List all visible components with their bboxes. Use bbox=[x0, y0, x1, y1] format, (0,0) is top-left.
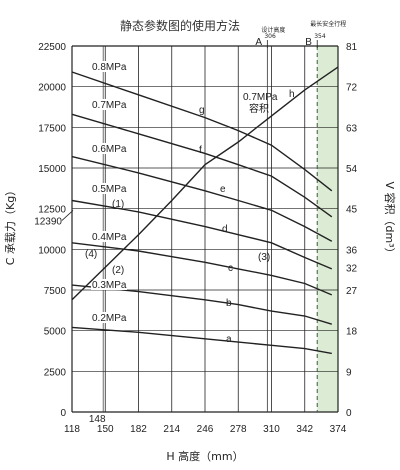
series-line-d bbox=[71, 199, 333, 270]
marker-1: (1) bbox=[112, 199, 124, 210]
curve-label-c: c bbox=[228, 263, 233, 274]
curve-label-a: a bbox=[226, 334, 232, 345]
x-tick-label: 374 bbox=[330, 424, 347, 435]
curve-label-b: b bbox=[226, 298, 232, 309]
series-line-g bbox=[71, 71, 333, 192]
y-right-axis-label: V 容积（dm³） bbox=[383, 181, 397, 258]
max-stroke-value: 354 bbox=[314, 33, 326, 40]
curve-label-f: f bbox=[199, 145, 202, 156]
design-height-value: 306 bbox=[264, 33, 276, 40]
y-right-tick-label: 45 bbox=[346, 205, 358, 216]
series-name-bg bbox=[91, 183, 127, 194]
series-name-e: 0.6MPa bbox=[92, 144, 127, 155]
series-line-f bbox=[71, 113, 333, 218]
series-name-h: 0.7MPa bbox=[243, 92, 278, 103]
y-left-tick-label: 15000 bbox=[38, 164, 66, 175]
y-left-tick-label: 12500 bbox=[38, 205, 66, 216]
x-tick-label: 310 bbox=[263, 424, 280, 435]
y-left-tick-label: 0 bbox=[60, 408, 66, 419]
series-name-c: 0.4MPa bbox=[92, 232, 127, 243]
series-name-d: 0.5MPa bbox=[92, 184, 127, 195]
x-extra-tick-label: 148 bbox=[89, 414, 106, 425]
y-right-tick-label: 27 bbox=[346, 286, 358, 297]
y-left-tick-label: 17500 bbox=[38, 123, 66, 134]
curve-label-e: e bbox=[220, 184, 226, 195]
series-name-bg bbox=[91, 61, 127, 72]
series-name-bg bbox=[91, 99, 127, 110]
y-left-tick-label: 2500 bbox=[44, 367, 67, 378]
series-line-h bbox=[71, 66, 339, 301]
y-right-tick-label: 63 bbox=[346, 123, 358, 134]
y-left-tick-label: 22500 bbox=[38, 42, 66, 53]
chart-title: 静态参数图的使用方法 bbox=[120, 18, 240, 33]
safety-zone bbox=[317, 46, 338, 412]
y-right-tick-label: 36 bbox=[346, 245, 358, 256]
safety-zone-layer bbox=[317, 46, 338, 412]
series-name-bg bbox=[91, 231, 127, 242]
max-stroke-label: B bbox=[305, 37, 312, 48]
y-right-tick-label: 32 bbox=[346, 263, 358, 274]
y-right-tick-label: 18 bbox=[346, 327, 358, 338]
y-left-tick-label: 10000 bbox=[38, 245, 66, 256]
design-height-title: 设计高度 bbox=[261, 26, 285, 34]
y-right-tick-label: 9 bbox=[346, 367, 352, 378]
y-right-tick-label: 81 bbox=[346, 42, 358, 53]
tick-layer: 0 2500 5000 7500 10000 12500 15000 17500 20000 22… bbox=[34, 42, 357, 435]
series-name-bg bbox=[91, 312, 127, 323]
series-line-e bbox=[71, 155, 333, 242]
marker-2: (2) bbox=[112, 265, 124, 276]
marker-4: (4) bbox=[85, 249, 97, 260]
series-line-c bbox=[71, 242, 333, 296]
x-tick-label: 246 bbox=[197, 424, 214, 435]
series-name-a: 0.2MPa bbox=[92, 313, 127, 324]
series-line-b bbox=[71, 284, 333, 325]
curve-label-d: d bbox=[222, 224, 228, 235]
series-line-a bbox=[71, 326, 332, 355]
y-left-extra-tick-label: 12390 bbox=[34, 216, 62, 227]
x-tick-label: 342 bbox=[296, 424, 313, 435]
series-layer: a 0.2MPa b 0.3MPa c 0.4MPa d 0.5MPa e 0.6MPa f 0.7M… bbox=[71, 61, 339, 355]
y-left-extra-arrow bbox=[61, 210, 74, 221]
y-right-tick-label: 0 bbox=[346, 408, 352, 419]
series-name-h-suffix: 容积 bbox=[249, 102, 269, 115]
x-axis-label: H 高度（mm） bbox=[166, 449, 243, 463]
y-left-tick-label: 5000 bbox=[44, 327, 67, 338]
y-right-tick-label: 72 bbox=[346, 83, 358, 94]
marker-3: (3) bbox=[258, 252, 270, 263]
curve-label-g: g bbox=[199, 105, 205, 116]
x-tick-label: 182 bbox=[130, 424, 147, 435]
x-tick-label: 214 bbox=[163, 424, 180, 435]
y-right-tick-label: 54 bbox=[346, 164, 358, 175]
series-name-b: 0.3MPa bbox=[92, 280, 127, 291]
curve-label-h: h bbox=[289, 89, 295, 100]
x-tick-label: 118 bbox=[64, 424, 80, 435]
series-name-bg bbox=[91, 279, 127, 290]
max-stroke-title: 最长安全行程 bbox=[310, 20, 346, 28]
y-left-axis-label: C 承载力（Kg） bbox=[4, 185, 17, 265]
x-tick-label: 278 bbox=[230, 424, 247, 435]
y-left-tick-label: 20000 bbox=[38, 83, 66, 94]
design-height-label: A bbox=[255, 37, 262, 48]
x-tick-label: 150 bbox=[97, 424, 114, 435]
series-name-f: 0.7MPa bbox=[92, 100, 127, 111]
y-left-tick-label: 7500 bbox=[44, 286, 67, 297]
series-name-bg bbox=[91, 143, 127, 154]
series-name-g: 0.8MPa bbox=[92, 62, 127, 73]
